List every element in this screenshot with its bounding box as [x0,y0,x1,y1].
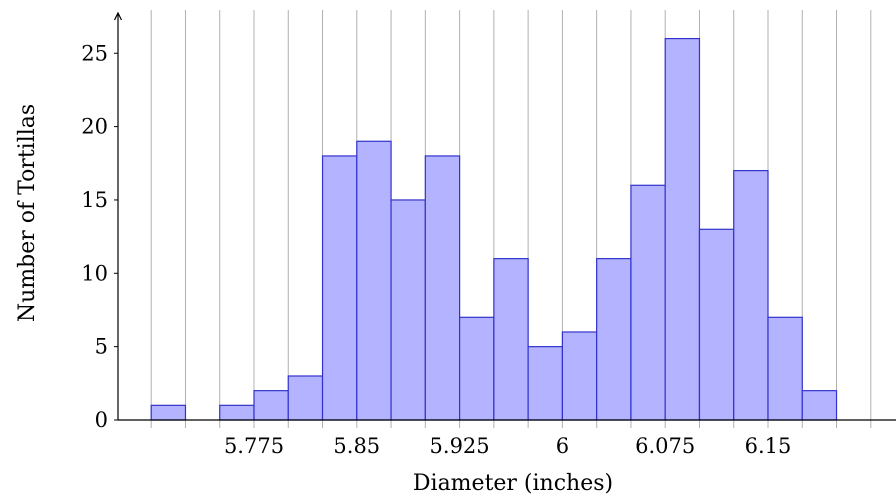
y-tick-label: 5 [95,335,108,359]
x-axis-label: Diameter (inches) [413,471,613,496]
x-tick-label: 6.075 [635,434,695,458]
x-tick-label: 5.85 [333,434,380,458]
bars [150,37,838,421]
histogram-bar [630,184,666,421]
histogram-bar [561,331,598,421]
x-tick-label: 6.15 [745,434,792,458]
x-tick-label: 5.925 [430,434,490,458]
histogram-bar [219,404,255,421]
axes [113,11,896,421]
y-axis-arrow [113,11,123,21]
histogram-bar [390,199,426,421]
x-tick-label: 6 [556,434,569,458]
histogram-bar [356,140,392,421]
y-tick-label: 25 [81,41,108,65]
y-axis-label: Number of Tortillas [15,104,40,322]
tick-labels: 0 5 10 15 20 25 5.775 5.85 5.925 6 6.075 6.15 [81,41,791,458]
y-tick-label: 20 [81,115,108,139]
histogram-bar [698,228,735,421]
histogram-bar [801,390,838,421]
histogram-bar [321,155,358,421]
histogram-bar [287,375,324,421]
histogram-bar [253,390,289,421]
y-tick-label: 10 [81,261,108,285]
x-tick-label: 5.775 [224,434,284,458]
histogram-bar [459,316,495,421]
histogram-bar [733,170,769,421]
histogram-bar [527,346,564,421]
histogram-bar [767,316,803,421]
y-tick-label: 15 [81,188,108,212]
histogram-bar [664,37,701,421]
histogram-bar [596,258,632,421]
histogram-bar [424,155,461,421]
histogram-bar [493,258,529,421]
histogram-bar [150,404,187,421]
y-tick-label: 0 [95,408,108,432]
